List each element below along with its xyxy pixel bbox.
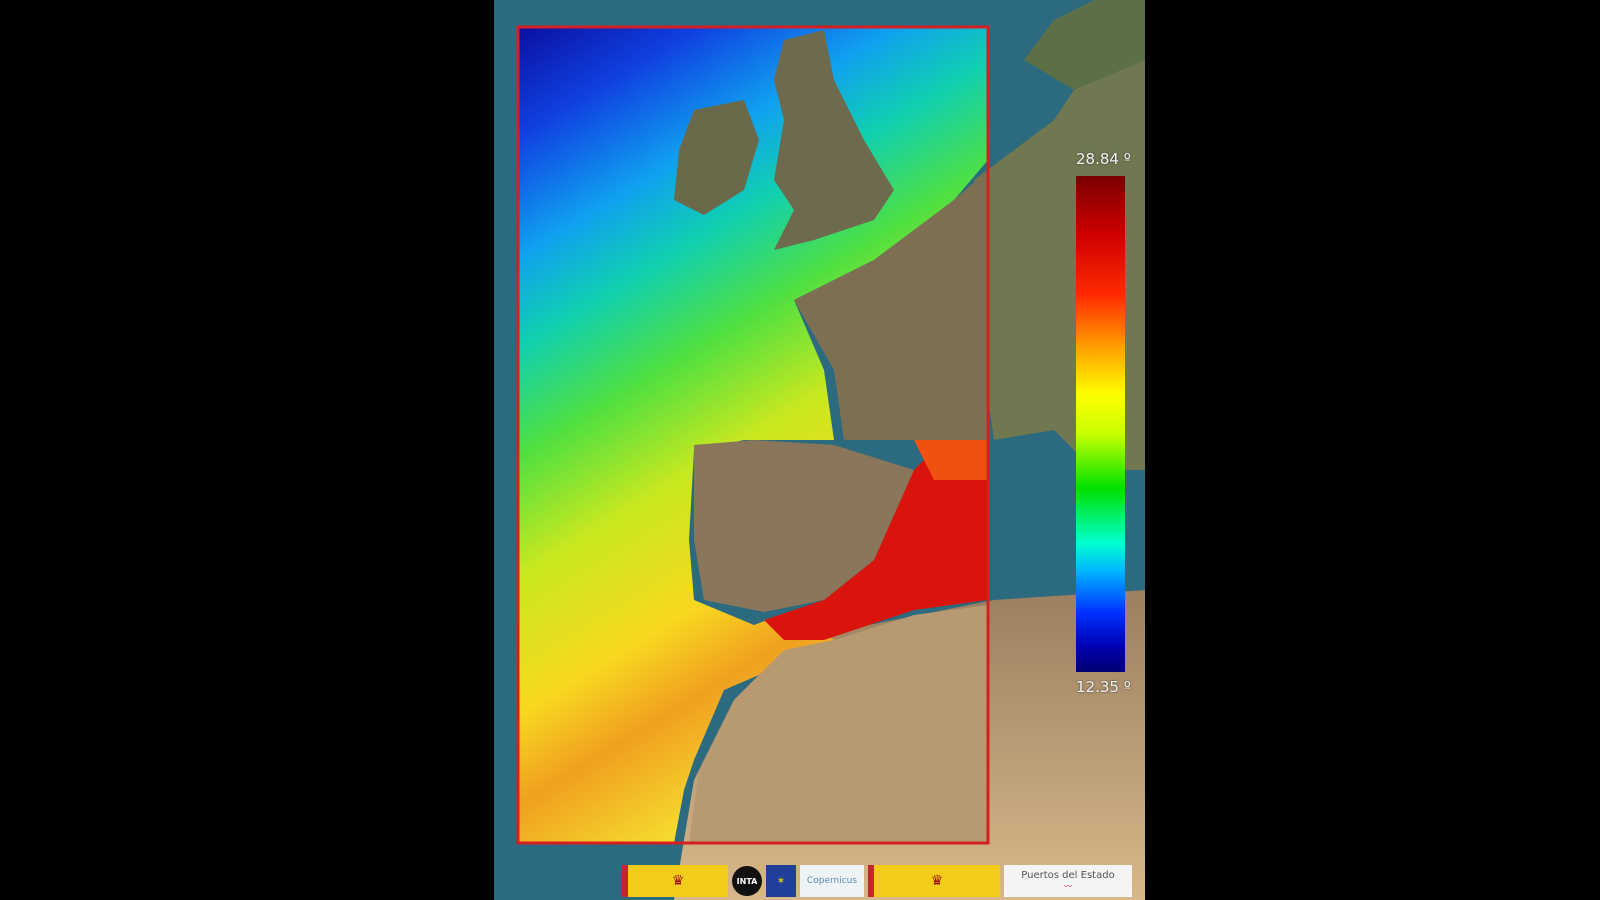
sst-map: 28.84 º 12.35 º ♛ INTA ✶ Copernicus ♛ Pu… bbox=[494, 0, 1145, 900]
land-ireland bbox=[674, 100, 759, 215]
map-canvas bbox=[494, 0, 1145, 900]
land-great-britain bbox=[774, 30, 894, 250]
sst-overlay-atlantic bbox=[518, 27, 988, 843]
region-frame bbox=[516, 25, 990, 845]
legend-max-label: 28.84 º bbox=[1076, 150, 1131, 168]
land-scandinavia bbox=[1024, 0, 1145, 90]
inta-logo: INTA bbox=[732, 865, 762, 897]
colorbar-legend bbox=[1076, 176, 1125, 672]
ministerio-logo: ♛ bbox=[868, 865, 1000, 897]
logo-strip: ♛ INTA ✶ Copernicus ♛ Puertos del Estado… bbox=[622, 865, 1134, 897]
land-morocco bbox=[689, 605, 988, 843]
copernicus-logo: Copernicus bbox=[800, 865, 864, 897]
puertos-del-estado-logo: Puertos del Estado 〰 bbox=[1004, 865, 1132, 897]
land-iberia bbox=[694, 440, 914, 612]
eu-flag-logo: ✶ bbox=[766, 865, 796, 897]
legend-min-label: 12.35 º bbox=[1076, 678, 1131, 696]
land-france bbox=[794, 170, 988, 440]
sst-overlay-mediterranean bbox=[764, 440, 988, 640]
gobierno-espana-logo: ♛ bbox=[622, 865, 728, 897]
